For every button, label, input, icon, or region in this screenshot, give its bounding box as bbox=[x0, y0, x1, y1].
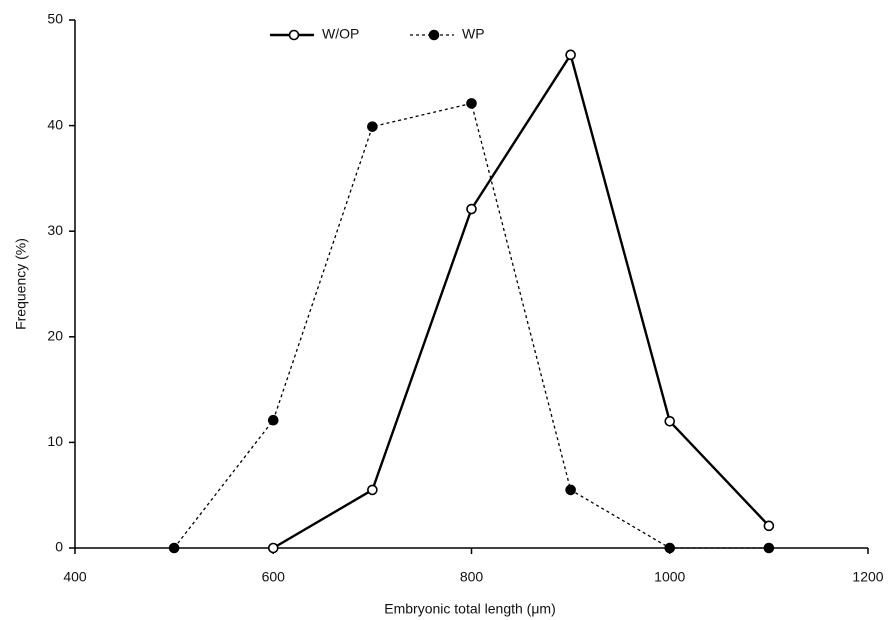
x-tick-label: 400 bbox=[63, 569, 87, 585]
y-tick-label: 30 bbox=[47, 222, 63, 238]
data-point bbox=[367, 121, 378, 132]
y-tick-label: 0 bbox=[55, 539, 63, 555]
x-tick-label: 1200 bbox=[852, 569, 883, 585]
data-point bbox=[367, 484, 378, 496]
legend-label: WP bbox=[462, 26, 485, 42]
data-point bbox=[763, 542, 775, 554]
x-axis-label: Embryonic total length (μm) bbox=[384, 601, 555, 617]
legend-label: W/OP bbox=[322, 26, 359, 42]
series-line bbox=[173, 102, 769, 549]
data-point bbox=[664, 415, 676, 427]
data-point bbox=[168, 542, 180, 554]
x-tick-label: 600 bbox=[262, 569, 286, 585]
data-point bbox=[664, 542, 676, 554]
data-point bbox=[267, 414, 279, 426]
legend-marker bbox=[428, 29, 440, 41]
data-point bbox=[763, 520, 775, 532]
y-tick-label: 20 bbox=[47, 328, 63, 344]
data-point bbox=[466, 203, 477, 215]
y-tick-label: 50 bbox=[47, 11, 63, 27]
y-axis-label: Frequency (%) bbox=[13, 238, 29, 330]
data-point bbox=[565, 484, 576, 496]
x-tick-label: 800 bbox=[460, 569, 484, 585]
x-tick-label: 1000 bbox=[654, 569, 685, 585]
data-point bbox=[466, 98, 477, 109]
legend-marker bbox=[288, 29, 300, 41]
data-point bbox=[565, 49, 576, 61]
data-point bbox=[267, 542, 279, 554]
y-tick-label: 10 bbox=[47, 433, 63, 449]
series-line bbox=[272, 51, 770, 550]
y-tick-label: 40 bbox=[47, 116, 63, 132]
